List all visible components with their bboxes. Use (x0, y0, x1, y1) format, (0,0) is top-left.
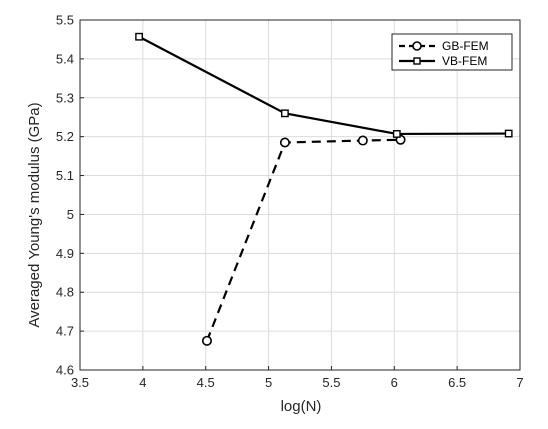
legend-label-vb-fem: VB-FEM (442, 54, 487, 68)
y-tick-label: 4.7 (56, 324, 74, 339)
y-tick-label: 5.4 (56, 51, 74, 66)
data-point-gb-fem (279, 137, 290, 148)
legend: GB-FEM VB-FEM (391, 33, 513, 71)
y-tick-label: 4.6 (56, 363, 74, 378)
series-layer (135, 32, 513, 346)
y-tick-label: 5.2 (56, 129, 74, 144)
y-tick-label: 5.1 (56, 168, 74, 183)
x-tick-label: 6 (391, 375, 398, 390)
legend-marker-vb-fem (413, 57, 421, 65)
data-point-vb-fem (504, 129, 513, 138)
plot-frame (79, 19, 521, 371)
data-point-vb-fem (281, 109, 289, 118)
x-tick-label: 5 (265, 375, 272, 390)
legend-box (391, 33, 513, 71)
y-tick-label: 5.3 (56, 90, 74, 105)
legend-marker-gb-fem (412, 41, 422, 51)
x-tick-label: 3.5 (71, 375, 89, 390)
y-tick-label: 5 (67, 207, 74, 222)
x-tick-label: 6.5 (448, 375, 466, 390)
x-tick-label: 5.5 (322, 375, 340, 390)
data-point-vb-fem (135, 32, 143, 41)
x-axis-ticks: 3.5 4 4.5 5 5.5 6 6.5 7 (71, 366, 524, 390)
x-tick-label: 7 (516, 375, 523, 390)
y-tick-label: 4.9 (56, 246, 74, 261)
data-point-gb-fem (201, 335, 212, 346)
y-tick-label: 4.8 (56, 285, 74, 300)
data-point-gb-fem (357, 135, 368, 146)
legend-label-gb-fem: GB-FEM (442, 39, 489, 53)
series-line-vb-fem (138, 35, 509, 136)
y-axis-ticks: 4.6 4.7 4.8 4.9 5 5.1 5.2 5.3 5.4 5.5 (56, 13, 84, 378)
series-line-gb-fem (205, 138, 401, 342)
data-point-vb-fem (392, 130, 401, 138)
x-axis-label: log(N) (281, 398, 322, 415)
y-axis-label: Averaged Young's modulus (GPa) (26, 102, 43, 327)
x-tick-label: 4.5 (197, 375, 215, 390)
x-tick-label: 4 (139, 375, 146, 390)
y-tick-label: 5.5 (56, 13, 74, 28)
